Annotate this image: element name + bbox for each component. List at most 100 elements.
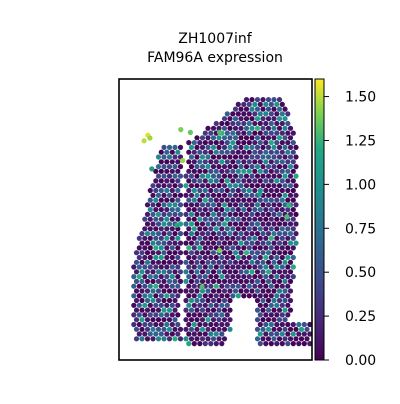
expression-spot [268,130,274,136]
expression-spot [219,321,225,328]
expression-spot [216,259,222,265]
expression-spot [194,192,200,198]
expression-spot [232,259,239,265]
expression-spot [169,283,175,289]
expression-spot [282,106,288,112]
expression-spot [158,312,164,318]
expression-spot [265,164,272,170]
expression-spot [279,140,285,146]
expression-spot [274,321,280,328]
expression-spot [252,293,258,299]
expression-spot [210,336,217,342]
expression-spot [205,192,211,198]
expression-spot [183,221,189,227]
expression-spot [188,192,195,198]
expression-spot [301,341,307,347]
expression-spot [263,130,269,136]
expression-spot [191,216,197,222]
expression-spot [208,254,214,261]
expression-spot [155,154,162,160]
expression-spot [271,192,277,198]
expression-spot [232,164,239,170]
expression-spot [293,231,299,237]
expression-spot [238,183,244,189]
expression-spot [224,254,230,261]
expression-spot [263,341,269,347]
expression-spot [202,321,208,328]
expression-spot [188,144,195,150]
expression-spot [202,293,208,299]
expression-spot [131,264,137,270]
expression-spot [150,336,156,342]
expression-spot [287,297,294,304]
expression-spot [194,250,200,256]
expression-spot [194,211,200,217]
expression-spot [199,297,206,304]
expression-spot [235,120,241,127]
expression-spot [164,283,170,289]
expression-spot [230,226,236,232]
expression-spot [208,293,214,299]
expression-spot [147,293,153,299]
expression-spot [265,259,272,265]
expression-spot [150,297,156,304]
expression-spot [197,149,203,155]
expression-spot [169,254,175,261]
expression-spot [230,245,236,251]
expression-spot [254,164,261,170]
expression-spot [210,240,217,246]
expression-spot [221,125,228,131]
expression-spot [194,259,200,265]
expression-spot [136,245,142,251]
expression-spot [150,326,156,332]
expression-spot [188,288,195,294]
expression-spot [219,216,225,222]
expression-spot [216,202,222,208]
expression-spot [216,307,222,313]
expression-spot [276,192,283,198]
expression-spot [274,216,280,222]
colorbar [314,78,325,361]
expression-spot [205,269,211,275]
expression-spot [287,336,294,342]
expression-spot [265,221,272,227]
expression-spot [230,293,236,299]
expression-spot [188,326,195,332]
expression-spot [279,283,285,289]
expression-spot [287,250,294,256]
expression-spot [241,216,247,222]
expression-spot [279,207,285,213]
expression-spot [268,120,274,127]
expression-spot [260,144,266,150]
expression-spot [287,144,294,150]
expression-spot [210,250,217,256]
expression-spot [150,278,156,284]
expression-spot [187,129,193,135]
expression-spot [216,336,222,342]
expression-spot [287,278,294,284]
expression-spot [205,135,211,141]
expression-spot [276,116,283,122]
expression-spot [260,164,266,170]
expression-spot [263,149,269,155]
expression-spot [307,331,312,337]
expression-spot [282,116,288,122]
expression-spot [133,307,140,313]
expression-spot [241,140,247,146]
expression-spot [230,283,236,289]
expression-spot [221,144,228,150]
expression-spot [243,154,250,160]
expression-spot [238,192,244,198]
expression-spot [246,187,252,194]
expression-spot [175,159,181,165]
expression-spot [252,101,258,107]
expression-spot [232,231,239,237]
expression-spot [235,149,241,155]
expression-spot [268,149,274,155]
expression-spot [252,159,258,165]
expression-spot [257,216,263,222]
expression-spot [263,264,269,270]
expression-spot [197,254,203,261]
expression-spot [243,97,250,103]
expression-spot [287,326,294,332]
